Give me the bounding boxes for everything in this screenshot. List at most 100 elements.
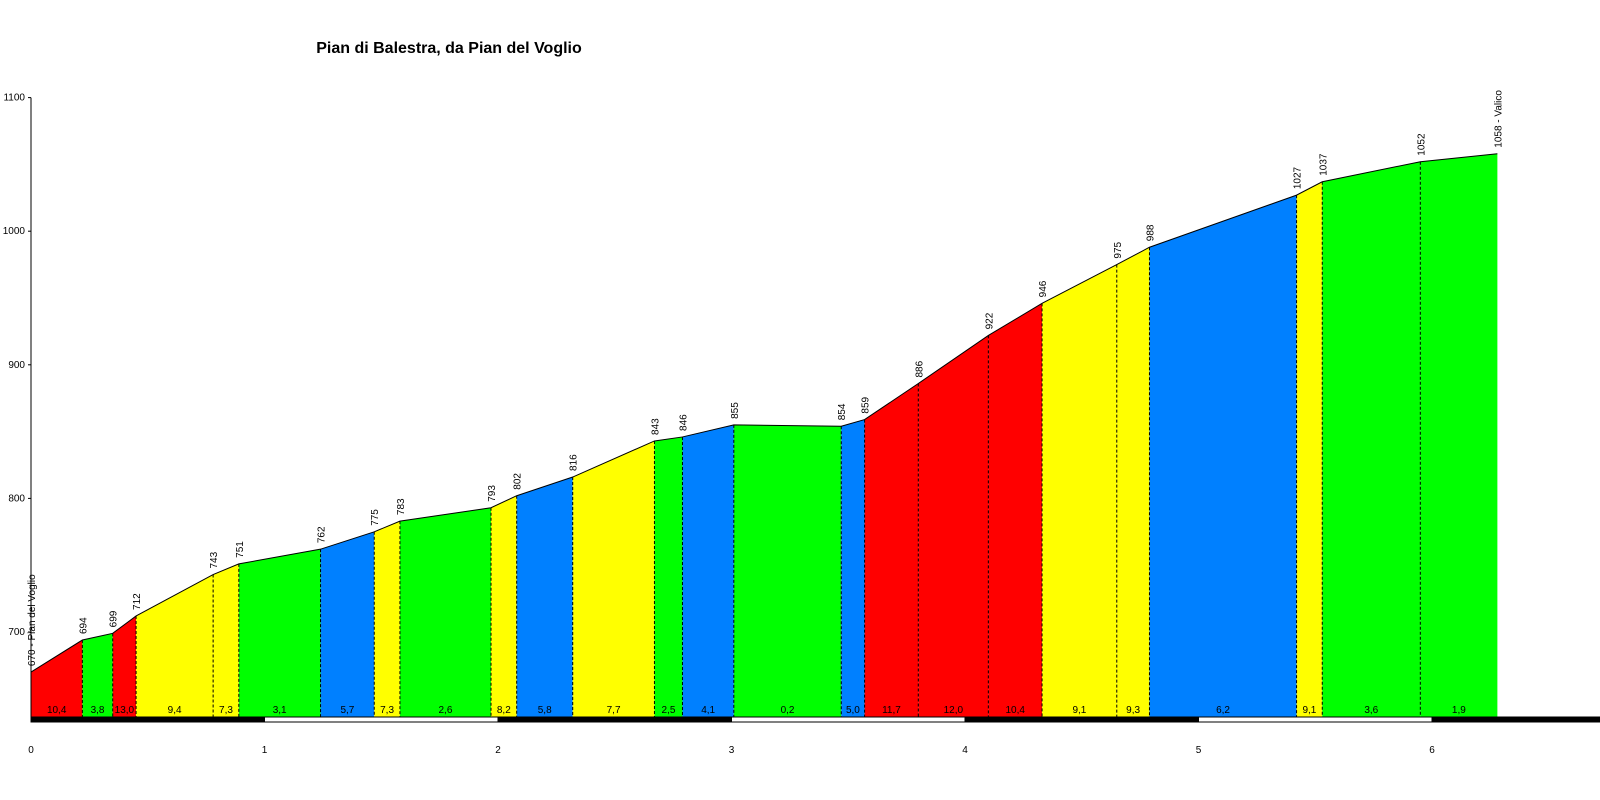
- profile-segment: [654, 436, 683, 717]
- gradient-label: 8,2: [497, 705, 511, 716]
- distance-bar-segment: [964, 716, 1199, 723]
- profile-segment: [841, 419, 865, 717]
- profile-segment: [82, 633, 113, 717]
- elevation-label: 855: [730, 402, 741, 419]
- gradient-label: 7,3: [219, 705, 233, 716]
- gradient-label: 3,8: [91, 705, 105, 716]
- gradient-label: 3,1: [273, 705, 287, 716]
- profile-segment: [864, 383, 919, 717]
- profile-segment: [1420, 153, 1498, 717]
- profile-segment: [1042, 264, 1117, 717]
- y-axis: 700 800 900 1000 1100: [3, 93, 32, 717]
- gradient-label: 10,4: [47, 705, 67, 716]
- elevation-label: 846: [678, 414, 689, 431]
- gradient-label: 5,0: [846, 705, 860, 716]
- elevation-label: 743: [209, 551, 220, 568]
- y-tick-label: 1000: [3, 226, 26, 237]
- gradient-label: 10,4: [1005, 705, 1025, 716]
- start-label: 670 - Pian del Voglio: [27, 574, 38, 666]
- profile-segment: [733, 424, 842, 717]
- profile-segment: [490, 495, 517, 717]
- y-tick-label: 900: [8, 360, 25, 371]
- profile-segment: [213, 563, 239, 717]
- elevation-label: 843: [650, 418, 661, 435]
- elevation-label: 699: [109, 610, 120, 627]
- gradient-label: 0,2: [781, 705, 795, 716]
- elevation-label: 946: [1038, 280, 1049, 297]
- x-tick-label: 1: [262, 745, 268, 756]
- elevation-label: 1052: [1416, 133, 1427, 156]
- elevation-label: 762: [317, 526, 328, 543]
- distance-bar-segment: [1198, 716, 1433, 723]
- profile-segment: [399, 507, 491, 717]
- gradient-label: 2,6: [439, 705, 453, 716]
- x-tick-label: 6: [1429, 745, 1435, 756]
- gradient-labels: 10,4 3,8 13,0 9,4 7,3 3,1 5,7 7,3 2,6 8,2 5,8 7,7 2,…: [47, 705, 1466, 716]
- distance-bar-segment: [497, 716, 732, 723]
- gradient-label: 3,6: [1364, 705, 1378, 716]
- gradient-label: 5,7: [340, 705, 354, 716]
- elevation-label: 1037: [1318, 153, 1329, 176]
- gradient-label: 13,0: [115, 705, 135, 716]
- gradient-label: 9,4: [168, 705, 182, 716]
- gradient-label: 9,1: [1072, 705, 1086, 716]
- x-axis: 0 1 2 3 4 5 6: [28, 716, 1600, 756]
- distance-bar-segment: [731, 716, 966, 723]
- profile-segment: [31, 640, 83, 717]
- elevation-label: 751: [235, 541, 246, 558]
- elevation-labels: 670 - Pian del Voglio 694 699 712 743 751 762 7…: [27, 90, 1504, 666]
- profile-segment: [1296, 181, 1323, 717]
- chart-title: Pian di Balestra, da Pian del Voglio: [316, 40, 582, 57]
- elevation-label: 793: [487, 485, 498, 502]
- gradient-label: 1,9: [1452, 705, 1466, 716]
- profile-segment: [988, 303, 1043, 717]
- profile-segment: [320, 531, 375, 717]
- gradient-label: 9,3: [1126, 705, 1140, 716]
- elevation-label: 975: [1113, 241, 1124, 258]
- profile-segment: [374, 521, 400, 717]
- profile-segment: [136, 574, 214, 717]
- profile-segment: [238, 549, 321, 717]
- x-tick-label: 5: [1196, 745, 1202, 756]
- end-label: 1058 - Valico: [1493, 90, 1504, 148]
- profile-line: [30, 153, 1498, 673]
- y-tick-label: 1100: [3, 93, 25, 104]
- elevation-label: 802: [513, 473, 524, 490]
- gradient-label: 6,2: [1216, 705, 1230, 716]
- profile-segment: [918, 335, 989, 717]
- x-tick-label: 3: [729, 745, 735, 756]
- elevation-label: 783: [396, 498, 407, 515]
- elevation-label: 694: [78, 617, 89, 634]
- gradient-label: 4,1: [701, 705, 715, 716]
- elevation-label: 775: [370, 509, 381, 526]
- gradient-label: 5,8: [538, 705, 552, 716]
- gradient-label: 9,1: [1302, 705, 1316, 716]
- elevation-label: 854: [837, 403, 848, 420]
- elevation-label: 988: [1145, 224, 1156, 241]
- gradient-label: 11,7: [882, 705, 901, 716]
- y-tick-label: 800: [8, 493, 25, 504]
- profile-segment: [572, 440, 655, 717]
- gradient-label: 7,7: [607, 705, 621, 716]
- distance-bar-segment: [264, 716, 499, 723]
- profile-segment: [112, 615, 137, 717]
- profile-segment: [682, 424, 734, 717]
- profile-segment: [1322, 161, 1421, 717]
- elevation-label: 859: [861, 396, 872, 413]
- x-tick-label: 0: [28, 745, 34, 756]
- profile-segment: [1116, 247, 1150, 717]
- profile-outline: [30, 153, 1498, 673]
- y-tick-label: 700: [8, 627, 25, 638]
- gradient-label: 7,3: [380, 705, 394, 716]
- gradient-label: 2,5: [662, 705, 676, 716]
- x-tick-label: 4: [962, 745, 968, 756]
- distance-bar-segment: [30, 716, 265, 723]
- elevation-label: 886: [914, 360, 925, 377]
- elevation-label: 922: [984, 312, 995, 329]
- x-tick-label: 2: [495, 745, 501, 756]
- profile-segment: [1149, 195, 1297, 718]
- profile-segments: [31, 153, 1498, 718]
- elevation-label: 712: [132, 593, 143, 610]
- elevation-label: 1027: [1293, 166, 1304, 189]
